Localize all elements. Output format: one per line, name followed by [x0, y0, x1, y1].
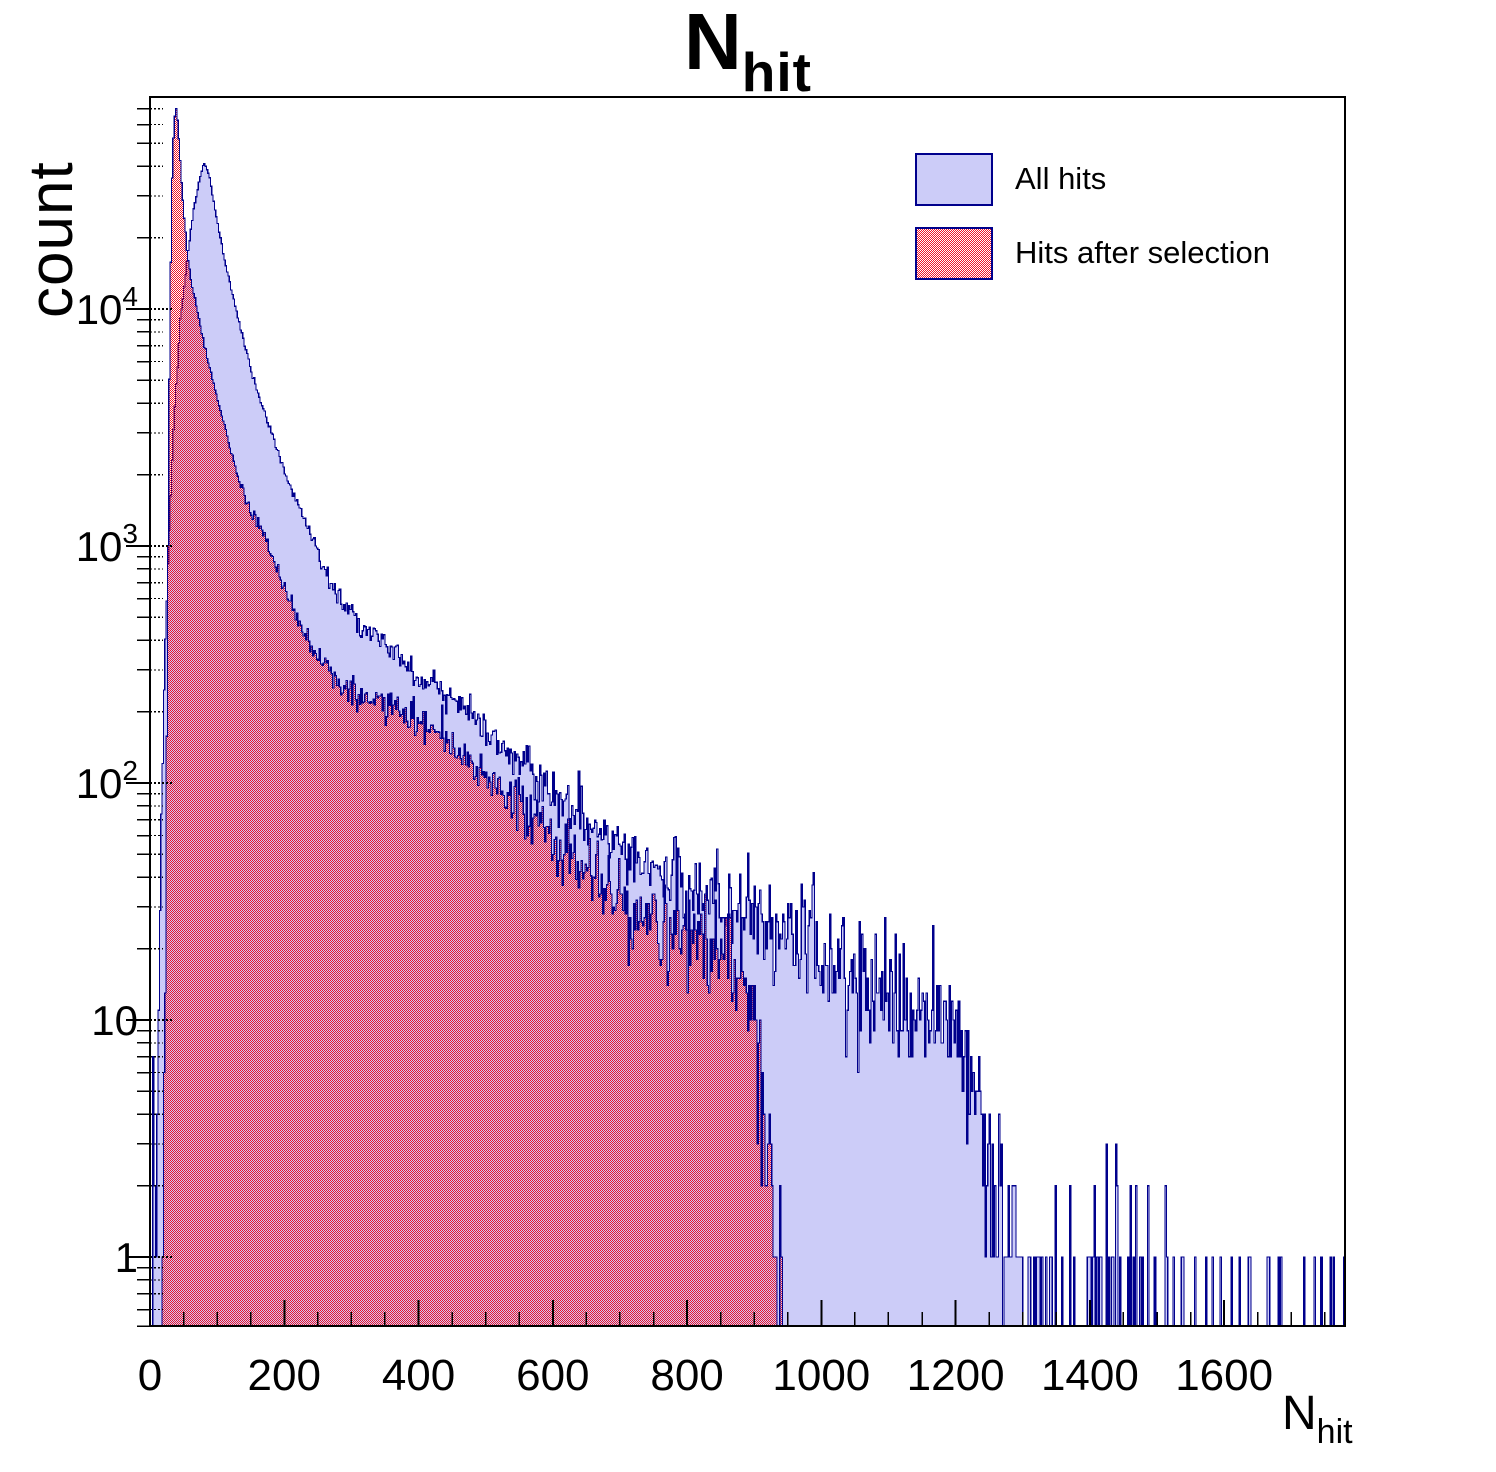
x-tick-label: 1600 — [1175, 1351, 1273, 1400]
x-axis-title: Nhit — [1282, 1386, 1353, 1452]
legend-swatch-hits-after-selection — [915, 226, 993, 280]
y-tick-label: 10 — [91, 997, 138, 1044]
legend: All hits Hits after selection — [915, 152, 1270, 300]
chart-title: Nhit — [0, 2, 1496, 100]
axes-ticks — [126, 107, 1326, 1327]
legend-label-hits-after-selection: Hits after selection — [1015, 235, 1270, 270]
x-tick-label: 800 — [650, 1351, 723, 1400]
legend-item-all-hits: All hits — [915, 152, 1270, 206]
y-tick-label: 1 — [115, 1234, 138, 1281]
x-tick-label: 1400 — [1041, 1351, 1139, 1400]
legend-label-all-hits: All hits — [1015, 161, 1107, 196]
legend-item-hits-after-selection: Hits after selection — [915, 226, 1270, 280]
x-tick-label: 400 — [382, 1351, 455, 1400]
x-tick-label: 1200 — [907, 1351, 1005, 1400]
x-tick-label: 1000 — [772, 1351, 870, 1400]
y-tick-label: 102 — [76, 755, 138, 807]
y-tick-label: 104 — [76, 281, 138, 333]
legend-swatch-all-hits — [915, 152, 993, 206]
x-axis-title-main: N — [1282, 1387, 1317, 1440]
x-tick-label: 600 — [516, 1351, 589, 1400]
x-tick-label: 0 — [138, 1351, 162, 1400]
x-tick-label: 200 — [248, 1351, 321, 1400]
x-axis-title-subscript: hit — [1316, 1413, 1353, 1451]
y-tick-label: 103 — [76, 518, 138, 570]
y-axis-title: count — [17, 161, 86, 318]
chart-title-main: N — [684, 0, 742, 86]
chart-title-subscript: hit — [741, 41, 812, 103]
